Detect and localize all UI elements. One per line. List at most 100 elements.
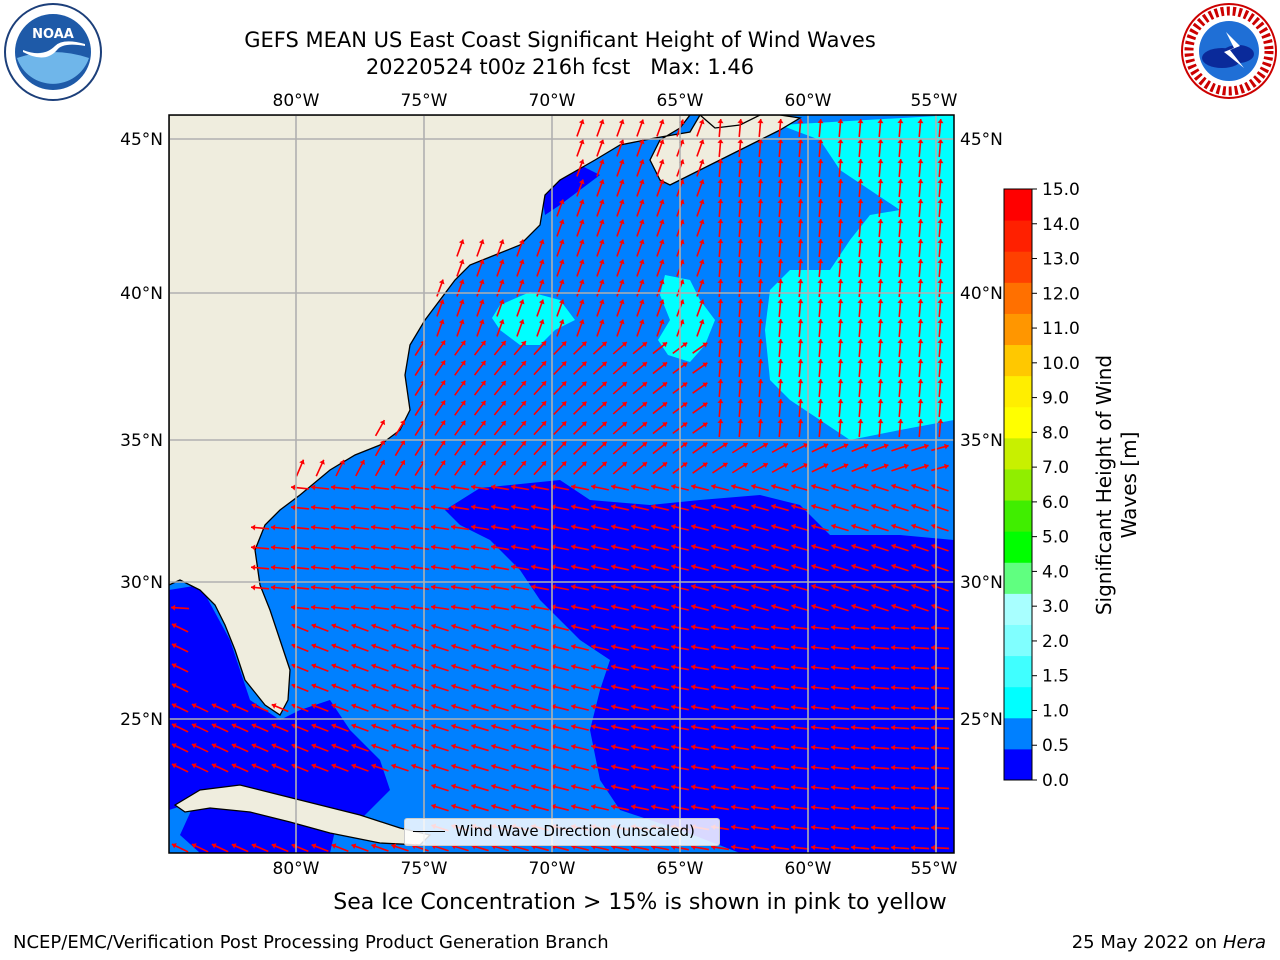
wave-arrow-head [291,484,296,491]
wave-arrow-head [611,643,616,650]
wave-arrow-head [837,179,844,184]
wave-arrow-head [698,299,705,305]
wave-arrow-head [851,784,856,791]
colorbar-label: Significant Height of Wind Waves [m] [1092,354,1141,616]
wave-arrow-head [717,339,724,344]
wave-arrow-head [691,563,696,570]
wave-arrow-head [737,239,744,244]
wave-arrow-head [531,763,536,770]
lat-label-left: 35°N [120,431,163,451]
moderate-wave-region-ne [765,115,954,440]
wave-arrow-head [638,299,645,305]
wave-arrow-head [731,583,736,590]
colorbar-tick-label: 9.0 [1042,389,1069,409]
wave-arrow-head [518,299,525,305]
wave-arrow-head [742,442,748,448]
wave-arrow-head [311,683,317,689]
wave-arrow-head [631,644,636,650]
wave-arrow-head [811,784,816,791]
wave-arrow-head [651,603,656,610]
wave-arrow-head [658,299,665,305]
wave-arrow-head [817,219,824,224]
wave-arrow-head [671,563,676,570]
wave-arrow-head [791,603,797,610]
wave-arrow-head [731,624,736,631]
wave-arrow-head [291,564,296,571]
wave-arrow-head [737,399,744,404]
wave-arrow-head [558,299,565,305]
wave-arrow-head [831,724,836,731]
wave-arrow-head [837,159,844,164]
wave-arrow-head [591,683,596,690]
wave-arrow-head [777,279,784,284]
wave-arrow-head [638,159,645,165]
wave-arrow-head [571,544,576,550]
wave-arrow-head [851,523,857,530]
wave-arrow-head [877,279,884,284]
wave-arrow-head [598,219,605,225]
wave-arrow-head [711,523,716,530]
wave-arrow-head [581,361,587,367]
wave-arrow-head [691,744,696,751]
wave-arrow-head [551,484,556,490]
wave-arrow-head [351,763,357,770]
wave-arrow-head [698,139,705,145]
lat-label-left: 30°N [120,573,163,593]
wave-arrow-head [638,199,645,205]
wave-arrow-head [491,484,496,491]
nws-logo [1181,3,1277,99]
wave-arrow-head [917,159,924,164]
wave-arrow-head [791,804,796,811]
wave-arrow-head [698,199,705,205]
lon-label-bottom: 75°W [401,859,448,879]
colorbar-bin [1004,686,1032,719]
wave-arrow-head [391,683,397,690]
wave-arrow-head [711,744,716,751]
wave-arrow-head [491,683,497,690]
wave-arrow-head [531,683,536,690]
wave-arrow-head [458,299,465,305]
wave-arrow-head [371,504,376,511]
wave-arrow-head [511,703,516,710]
wave-arrow-head [651,764,656,770]
wave-arrow-head [451,663,457,670]
wave-arrow-head [771,724,776,731]
wave-arrow-head [460,420,466,426]
wave-arrow-head [631,483,636,490]
wave-arrow-head [440,440,446,446]
wave-arrow-head [883,443,889,450]
wave-arrow-head [691,483,696,490]
wave-arrow-head [578,239,585,245]
wave-arrow-head [877,199,884,204]
wave-arrow-head [391,743,397,750]
wave-arrow-head [411,604,416,611]
wave-arrow-head [598,239,605,245]
wave-arrow-head [897,359,904,364]
wave-arrow-head [877,259,884,264]
wave-arrow-head [591,544,596,550]
wave-arrow-head [591,484,596,490]
wave-arrow-head [598,299,605,305]
wave-arrow-head [817,259,824,264]
wave-arrow-head [791,543,797,550]
low-wave-region [445,480,954,853]
wave-arrow-head [231,843,237,849]
wave-arrow-head [771,804,776,811]
lon-label-bottom: 60°W [785,859,832,879]
wave-arrow-head [857,239,864,244]
wave-arrow-head [511,564,516,571]
wave-arrow-head [711,664,716,671]
wave-arrow-head [837,399,844,404]
wave-arrow-head [711,563,716,570]
wave-arrow-head [937,179,944,184]
wave-arrow-head [531,643,536,650]
lon-label-top: 70°W [529,91,576,111]
wave-arrow-head [851,704,856,711]
wave-arrow-head [658,279,665,285]
wave-arrow-head [551,584,556,590]
wave-arrow-head [717,259,724,264]
wave-arrow-head [831,684,836,691]
wave-arrow-head [391,604,396,611]
wave-arrow-head [611,703,616,710]
wave-arrow-head [871,664,876,671]
